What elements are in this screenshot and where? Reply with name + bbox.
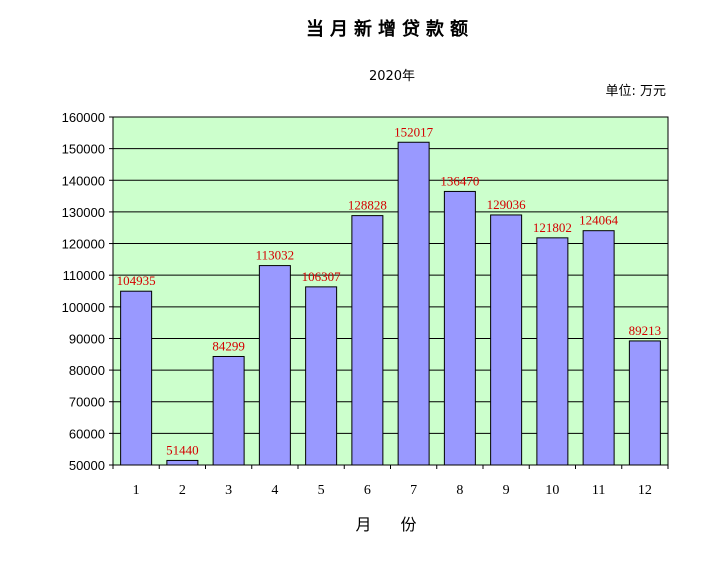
bar bbox=[582, 230, 615, 466]
bar bbox=[397, 141, 430, 466]
y-tick-label: 110000 bbox=[63, 268, 105, 283]
x-tick-label: 12 bbox=[638, 483, 652, 498]
data-label: 89213 bbox=[629, 323, 662, 338]
bar bbox=[443, 190, 476, 466]
x-axis-ticks: 1 2 3 4 5 6 7 8 9 10 11 12 bbox=[112, 465, 669, 498]
data-labels: 104935 51440 84299 113032 106307 128828 152017… bbox=[117, 124, 662, 457]
data-label: 51440 bbox=[166, 442, 199, 457]
data-label: 84299 bbox=[212, 338, 245, 353]
y-tick-label: 70000 bbox=[69, 395, 105, 410]
bar bbox=[166, 459, 199, 466]
x-tick-label: 1 bbox=[133, 483, 140, 498]
y-tick-label: 130000 bbox=[62, 205, 105, 220]
y-tick-label: 80000 bbox=[69, 363, 105, 378]
data-label: 124064 bbox=[579, 213, 619, 228]
y-tick-label: 160000 bbox=[62, 110, 105, 125]
bars bbox=[120, 141, 661, 466]
bar bbox=[212, 355, 245, 466]
data-label: 129036 bbox=[487, 197, 527, 212]
y-tick-label: 120000 bbox=[62, 237, 105, 252]
y-tick-label: 90000 bbox=[69, 331, 105, 346]
y-tick-label: 50000 bbox=[69, 458, 105, 473]
y-tick-label: 150000 bbox=[62, 142, 105, 157]
bar bbox=[490, 214, 523, 466]
data-label: 128828 bbox=[348, 198, 387, 213]
y-tick-label: 60000 bbox=[69, 426, 105, 441]
bar bbox=[351, 215, 384, 466]
x-tick-label: 5 bbox=[318, 483, 325, 498]
x-tick-label: 3 bbox=[225, 483, 232, 498]
x-axis-label: 月 份 bbox=[355, 515, 428, 534]
bar bbox=[305, 286, 338, 466]
x-tick-label: 8 bbox=[456, 483, 463, 498]
bar bbox=[120, 290, 153, 466]
gridlines bbox=[113, 148, 668, 434]
chart-title: 当月新增贷款额 bbox=[306, 18, 474, 40]
x-tick-label: 9 bbox=[503, 483, 510, 498]
data-label: 152017 bbox=[394, 124, 434, 139]
data-label: 136470 bbox=[440, 173, 479, 188]
data-label: 106307 bbox=[302, 269, 342, 284]
x-tick-label: 7 bbox=[410, 483, 417, 498]
x-tick-label: 2 bbox=[179, 483, 186, 498]
x-tick-label: 10 bbox=[545, 483, 559, 498]
bar bbox=[536, 237, 569, 466]
y-tick-label: 140000 bbox=[62, 173, 105, 188]
plot-area bbox=[112, 116, 669, 466]
x-tick-label: 11 bbox=[592, 483, 605, 498]
y-axis-ticks: 50000 60000 70000 80000 90000 100000 110000 120… bbox=[62, 110, 113, 473]
unit-label: 单位: 万元 bbox=[605, 84, 666, 99]
data-label: 113032 bbox=[256, 248, 295, 263]
data-label: 121802 bbox=[533, 220, 572, 235]
x-tick-label: 6 bbox=[364, 483, 371, 498]
x-tick-label: 4 bbox=[271, 483, 278, 498]
y-tick-label: 100000 bbox=[62, 300, 105, 315]
chart-subtitle: 2020年 bbox=[369, 69, 415, 84]
bar bbox=[628, 340, 661, 466]
data-label: 104935 bbox=[117, 273, 156, 288]
bar bbox=[258, 265, 291, 466]
